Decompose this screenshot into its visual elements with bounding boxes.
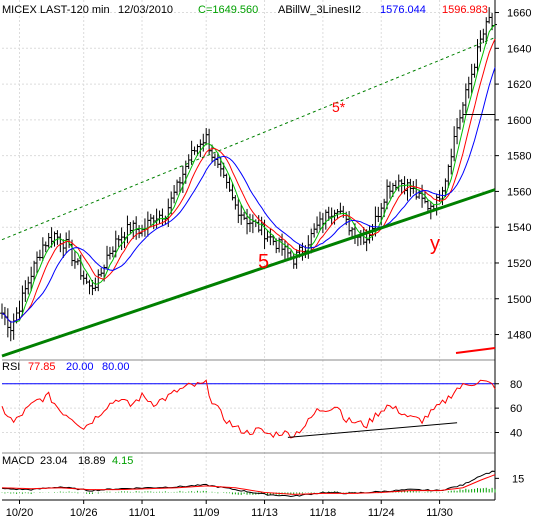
chart-symbol: MICEX LAST-120 min (2, 4, 110, 16)
rsi-layer (1, 379, 496, 439)
macd-hist-value: 4.15 (112, 455, 133, 467)
date-tick-label: 11/24 (368, 507, 395, 519)
macd-label: MACD (2, 455, 34, 467)
label-layer: MICEX LAST-120 min 12/03/2010 C=1649.560… (2, 4, 488, 467)
date-tick-label: 11/13 (251, 507, 278, 519)
date-tick-label: 10/26 (70, 507, 98, 519)
macd-signal-line (1, 474, 496, 495)
date-tick-label: 11/18 (310, 507, 337, 519)
rsi-level-low: 20.00 (66, 361, 94, 373)
rsi-tick-label: 60 (510, 403, 522, 415)
price-tick-label: 1620 (507, 79, 531, 91)
macd-value: 23.04 (40, 455, 68, 467)
wave-5-star-label: 5* (332, 99, 346, 115)
close-value: C=1649.560 (198, 4, 258, 16)
price-tick-label: 1520 (507, 258, 531, 270)
support-trendline (1, 188, 496, 358)
macd-tick-label: 15 (512, 473, 524, 485)
price-tick-label: 1560 (507, 186, 531, 198)
moving-average-layer (1, 24, 496, 323)
axis-layer: 1480150015201540156015801600162016401660… (6, 8, 532, 519)
price-tick-label: 1600 (507, 115, 531, 127)
price-tick-label: 1640 (507, 43, 531, 55)
macd-layer (1, 470, 496, 497)
rsi-value: 77.85 (28, 361, 56, 373)
chart-date: 12/03/2010 (118, 4, 173, 16)
indicator-name: ABillW_3LinesII2 (278, 4, 361, 16)
price-tick-label: 1480 (507, 330, 531, 342)
date-tick-label: 11/09 (193, 507, 220, 519)
trendline-layer (1, 37, 496, 358)
price-tick-label: 1580 (507, 151, 531, 163)
date-tick-label: 11/30 (426, 507, 453, 519)
rsi-tick-label: 40 (510, 428, 522, 440)
date-tick-label: 10/20 (6, 507, 34, 519)
ma-line-0000ff (1, 67, 496, 323)
rsi-divergence-line (287, 422, 458, 438)
wave-y-label: y (430, 233, 440, 255)
red-target-mark (455, 347, 496, 354)
rsi-line (1, 379, 496, 439)
rsi-level-high: 80.00 (102, 361, 130, 373)
date-tick-label: 11/01 (129, 507, 156, 519)
rsi-label: RSI (2, 361, 20, 373)
upper-channel-line (1, 37, 496, 241)
indicator-value-2: 1596.983 (442, 4, 488, 16)
wave-5-label: 5 (258, 251, 269, 273)
ma-line-ff0000 (1, 38, 496, 323)
indicator-value-1: 1576.044 (380, 4, 426, 16)
price-tick-label: 1500 (507, 294, 531, 306)
price-tick-label: 1660 (507, 8, 531, 20)
macd-signal-value: 18.89 (78, 455, 106, 467)
rsi-tick-label: 80 (510, 379, 522, 391)
price-tick-label: 1540 (507, 222, 531, 234)
